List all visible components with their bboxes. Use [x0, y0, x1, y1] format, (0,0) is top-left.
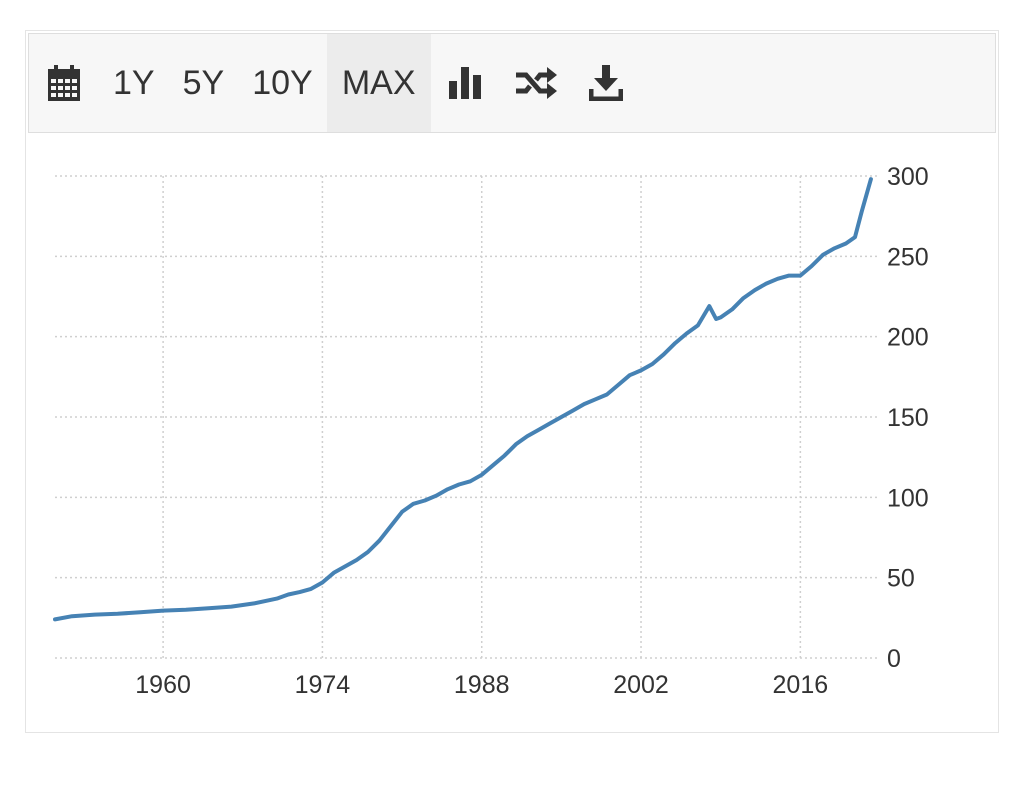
shuffle-icon[interactable]	[501, 34, 571, 132]
series-line	[53, 177, 873, 622]
y-tick-label: 300	[887, 163, 929, 191]
x-tick-label: 1974	[295, 671, 351, 699]
range-1y-button[interactable]: 1Y	[113, 63, 155, 102]
x-tick-label: 2016	[773, 671, 829, 699]
x-tick-label: 2002	[613, 671, 669, 699]
range-10y-button[interactable]: 10Y	[252, 63, 313, 102]
x-tick-label: 1960	[135, 671, 191, 699]
y-tick-label: 250	[887, 243, 929, 271]
y-tick-label: 150	[887, 404, 929, 432]
range-5y-button[interactable]: 5Y	[182, 63, 225, 102]
y-tick-label: 50	[887, 565, 915, 593]
download-icon[interactable]	[571, 34, 641, 132]
chart-panel: 1Y 5Y 10Y MAX	[25, 30, 999, 733]
chart-toolbar: 1Y 5Y 10Y MAX	[28, 33, 996, 133]
y-tick-label: 200	[887, 324, 929, 352]
bar-chart-icon[interactable]	[431, 34, 501, 132]
y-tick-label: 100	[887, 484, 929, 512]
calendar-icon[interactable]	[29, 34, 99, 132]
y-tick-label: 0	[887, 645, 901, 673]
range-max-button[interactable]: MAX	[326, 34, 431, 132]
x-tick-label: 1988	[454, 671, 510, 699]
